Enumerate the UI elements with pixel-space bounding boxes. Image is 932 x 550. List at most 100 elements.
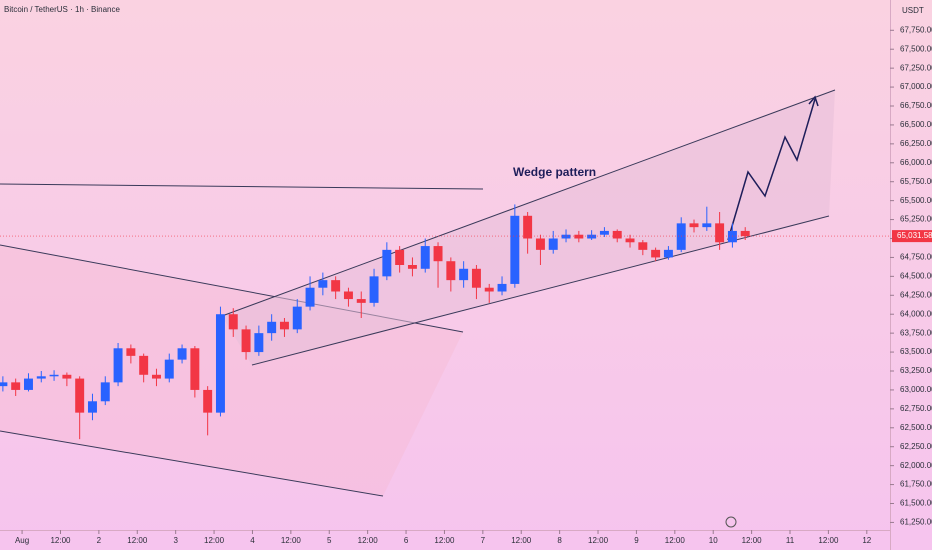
candle-body xyxy=(599,230,609,235)
y-tick-label: 61,750.00 xyxy=(900,480,932,489)
x-tick-label: 2 xyxy=(97,536,102,545)
candle-body xyxy=(11,382,21,390)
y-tick-label: 64,750.00 xyxy=(900,253,932,262)
y-tick-label: 66,000.00 xyxy=(900,158,932,167)
y-tick-label: 62,000.00 xyxy=(900,461,932,470)
x-tick-label: 9 xyxy=(634,536,639,545)
candle-body xyxy=(484,287,494,292)
y-tick-label: 65,250.00 xyxy=(900,215,932,224)
candle-body xyxy=(305,287,315,307)
wedge-line xyxy=(221,89,836,317)
candle-body xyxy=(292,306,302,330)
y-tick-label: 62,750.00 xyxy=(900,404,932,413)
x-tick-label: 12:00 xyxy=(127,536,148,545)
y-tick-label: 67,000.00 xyxy=(900,82,932,91)
candle-body xyxy=(343,291,353,300)
y-tick-label: 61,500.00 xyxy=(900,499,932,508)
channel-line xyxy=(0,430,384,497)
candle-body xyxy=(254,333,264,353)
x-tick-label: 12:00 xyxy=(358,536,379,545)
last-price-label: 65,031.58 xyxy=(897,231,932,240)
candle-body xyxy=(612,230,622,239)
candle-body xyxy=(190,348,200,390)
candle-body xyxy=(75,378,85,413)
x-tick-label: 11 xyxy=(786,536,795,545)
x-tick-label: 12:00 xyxy=(818,536,839,545)
candle-body xyxy=(356,299,366,303)
y-tick-label: 64,000.00 xyxy=(900,309,932,318)
candle-body xyxy=(126,348,136,356)
candle-body xyxy=(241,329,251,353)
candle-body xyxy=(62,374,72,379)
candle-body xyxy=(587,234,597,239)
candle-body xyxy=(382,249,392,277)
candle-body xyxy=(139,355,149,375)
candle-body xyxy=(651,249,661,258)
candle-body xyxy=(100,382,110,402)
projection-arrow xyxy=(727,98,816,241)
x-tick-label: 12:00 xyxy=(204,536,225,545)
candle-body xyxy=(279,321,289,330)
candle-body xyxy=(523,215,533,239)
y-tick-label: 63,000.00 xyxy=(900,385,932,394)
y-tick-label: 63,500.00 xyxy=(900,347,932,356)
candle-body xyxy=(331,280,341,292)
arrow-head xyxy=(808,95,819,107)
candle-body xyxy=(87,401,97,413)
candle-body xyxy=(715,223,725,243)
candle-body xyxy=(228,314,238,330)
x-tick-label: 8 xyxy=(557,536,562,545)
last-price-box xyxy=(892,230,932,243)
candle-body xyxy=(510,215,520,284)
candle-body xyxy=(459,268,469,281)
candle-body xyxy=(548,238,558,250)
candle-body xyxy=(535,238,545,250)
candle-body xyxy=(663,249,673,258)
candle-body xyxy=(420,246,430,269)
candle-body xyxy=(151,374,161,379)
candle-body xyxy=(446,261,456,281)
x-tick-label: Aug xyxy=(15,536,29,545)
candle-body xyxy=(49,374,59,377)
candle-body xyxy=(369,276,379,303)
candle-body xyxy=(215,314,225,413)
x-tick-label: 12:00 xyxy=(588,536,609,545)
y-tick-label: 65,750.00 xyxy=(900,177,932,186)
y-tick-label: 67,750.00 xyxy=(900,25,932,34)
x-tick-label: 7 xyxy=(481,536,486,545)
candle-body xyxy=(740,230,750,237)
candle-body xyxy=(318,280,328,288)
x-tick-label: 12:00 xyxy=(665,536,686,545)
candle-body xyxy=(497,283,507,292)
candle-body xyxy=(407,265,417,269)
candle-body xyxy=(702,223,712,228)
y-tick-label: 67,250.00 xyxy=(900,63,932,72)
candle-body xyxy=(23,378,33,390)
candle-body xyxy=(676,223,686,250)
x-tick-label: 5 xyxy=(327,536,332,545)
candle-body xyxy=(0,382,8,387)
x-tick-label: 12:00 xyxy=(281,536,302,545)
candle-body xyxy=(433,246,443,262)
resistance-line xyxy=(0,183,484,190)
currency-label: USDT xyxy=(902,6,924,15)
y-tick-label: 66,250.00 xyxy=(900,139,932,148)
candle-body xyxy=(36,376,46,379)
candle-body xyxy=(727,230,737,243)
annotation: Wedge pattern xyxy=(513,165,596,179)
candle-body xyxy=(638,242,648,250)
candle-body xyxy=(164,359,174,379)
y-tick-label: 65,500.00 xyxy=(900,196,932,205)
chart-title: Bitcoin / TetherUS · 1h · Binance xyxy=(4,5,120,14)
candle-body xyxy=(267,321,277,334)
event-icon xyxy=(725,516,737,528)
candle-body xyxy=(177,348,187,360)
candle-body xyxy=(471,268,481,288)
y-tick-label: 62,500.00 xyxy=(900,423,932,432)
marks xyxy=(0,204,750,440)
y-tick-label: 63,250.00 xyxy=(900,366,932,375)
y-tick-label: 64,250.00 xyxy=(900,290,932,299)
x-tick-label: 12:00 xyxy=(511,536,532,545)
x-tick-label: 3 xyxy=(173,536,178,545)
